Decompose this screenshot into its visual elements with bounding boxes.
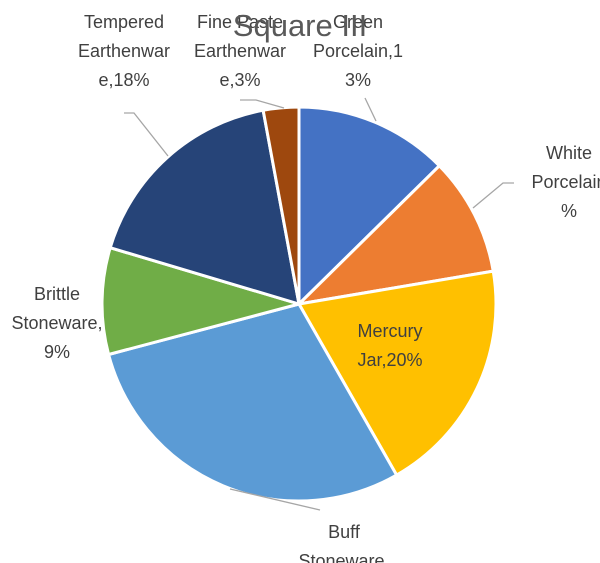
- pie-slice-brittle-stoneware: [100, 245, 305, 357]
- data-label-mercury-jar: Mercury Jar,20%: [357, 321, 422, 370]
- leader-line-white-porcelain: [472, 182, 514, 209]
- pie-slices: [100, 105, 498, 503]
- leader-line-fine-paste-earthenware: [240, 99, 285, 109]
- leader-lines: [124, 97, 514, 511]
- pie-slice-buff-stoneware: [106, 302, 399, 503]
- pie-slice-green-porcelain: [297, 105, 442, 308]
- pie-slice-fine-paste-earthenware: [261, 105, 301, 305]
- data-label-fine-paste-earthenware: Fine Paste Earthenwar e,3%: [194, 12, 286, 90]
- data-label-buff-stoneware: Buff Stoneware,: [298, 522, 389, 563]
- data-label-green-porcelain: Green Porcelain,1 3%: [313, 12, 403, 90]
- data-label-brittle-stoneware: Brittle Stoneware, 9%: [11, 284, 102, 362]
- leader-line-green-porcelain: [364, 97, 377, 122]
- chart-title: Square III: [233, 8, 367, 43]
- pie-slice-tempered-earthenware: [108, 108, 301, 307]
- data-label-tempered-earthenware: Tempered Earthenwar e,18%: [78, 12, 170, 90]
- pie-slice-white-porcelain: [294, 163, 495, 307]
- leader-line-tempered-earthenware: [124, 112, 169, 157]
- leader-line-buff-stoneware: [229, 488, 321, 511]
- pie-slice-mercury-jar: [296, 269, 498, 478]
- data-labels: Green Porcelain,1 3% White Porcelain % Mercury…: [11, 12, 600, 563]
- data-label-white-porcelain: White Porcelain%: [531, 143, 600, 221]
